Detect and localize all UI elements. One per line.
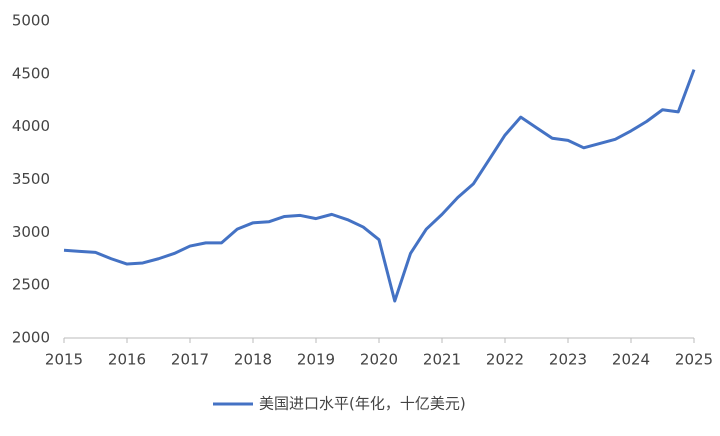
legend-label: 美国进口水平(年化，十亿美元): [259, 395, 466, 413]
x-tick-label: 2019: [297, 351, 335, 369]
x-tick-label: 2024: [612, 351, 650, 369]
x-tick-label: 2020: [360, 351, 398, 369]
x-tick-label: 2018: [234, 351, 272, 369]
y-tick-label: 3000: [12, 223, 50, 241]
y-tick-label: 4000: [12, 117, 50, 135]
y-tick-label: 5000: [12, 12, 50, 30]
x-tick-label: 2021: [423, 351, 461, 369]
y-tick-label: 2500: [12, 276, 50, 294]
x-tick-label: 2016: [108, 351, 146, 369]
data-line: [63, 69, 696, 303]
y-tick-label: 4500: [12, 64, 50, 82]
y-tick-label: 2000: [12, 329, 50, 347]
x-tick-label: 2022: [486, 351, 524, 369]
x-tick-label: 2023: [549, 351, 587, 369]
y-tick-label: 3500: [12, 170, 50, 188]
x-tick-label: 2015: [45, 351, 83, 369]
x-tick-label: 2017: [171, 351, 209, 369]
x-tick-label: 2025: [675, 351, 713, 369]
